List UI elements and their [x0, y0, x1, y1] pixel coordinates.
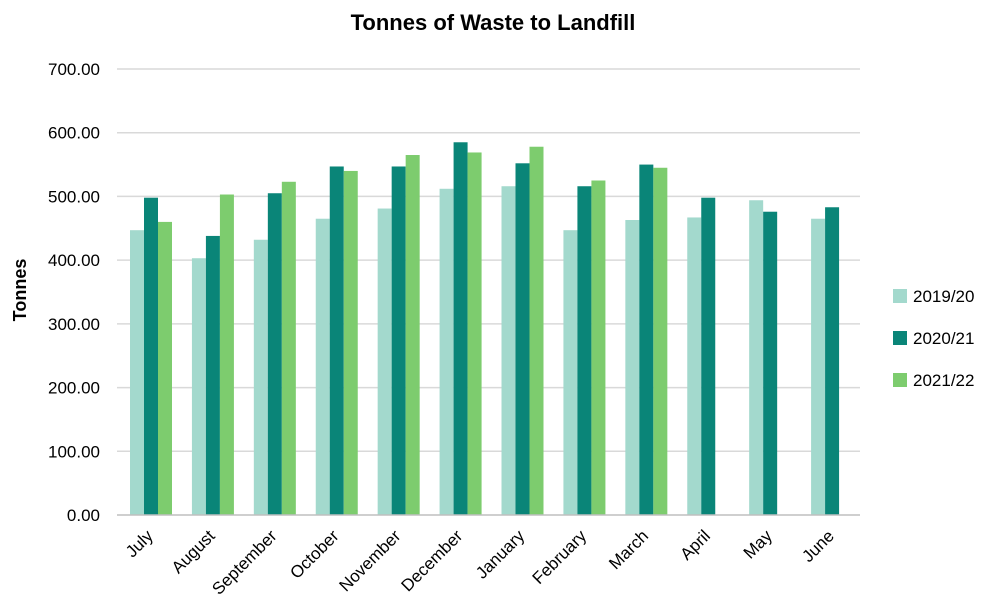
bar-2020-21-september	[267, 193, 282, 515]
bar-2020-21-february	[577, 186, 592, 515]
bar-2021-22-september	[281, 181, 296, 515]
x-tick-label: June	[798, 526, 838, 566]
bar-2021-22-july	[158, 221, 172, 515]
bar-2019-20-december	[439, 188, 454, 516]
bar-2019-20-february	[563, 230, 578, 515]
bar-2020-21-january	[515, 163, 530, 515]
bar-2019-20-july	[130, 230, 144, 515]
bar-2020-21-june	[825, 207, 840, 515]
legend-label: 2021/22	[913, 371, 974, 390]
bar-2021-22-march	[653, 167, 668, 515]
bar-2021-22-october	[343, 170, 358, 515]
y-tick-label: 600.00	[48, 124, 100, 143]
bar-2021-22-november	[405, 155, 420, 515]
bar-2019-20-april	[687, 217, 702, 515]
chart-title: Tonnes of Waste to Landfill	[351, 10, 636, 35]
x-tick-label: October	[286, 526, 342, 582]
bar-2019-20-october	[315, 218, 330, 515]
legend-label: 2019/20	[913, 287, 974, 306]
x-tick-label: July	[122, 526, 157, 561]
y-tick-label: 500.00	[48, 187, 100, 206]
bar-2020-21-august	[205, 235, 220, 515]
bar-2020-21-march	[639, 164, 654, 516]
y-axis-ticks: 0.00 100.00 200.00 300.00 400.00 500.00 600.00…	[48, 60, 100, 525]
x-tick-label: August	[168, 526, 219, 577]
bar-2019-20-march	[625, 220, 640, 515]
bar-2020-21-november	[391, 166, 406, 516]
bars	[130, 142, 840, 516]
legend-label: 2020/21	[913, 329, 974, 348]
legend-swatch	[893, 373, 907, 387]
legend-swatch	[893, 331, 907, 345]
x-tick-label: January	[472, 526, 529, 583]
bar-2021-22-february	[591, 180, 606, 515]
bar-2019-20-january	[501, 186, 516, 515]
bar-2019-20-may	[749, 200, 764, 515]
bar-2020-21-april	[701, 197, 716, 515]
legend-swatch	[893, 289, 907, 303]
x-tick-label: December	[397, 526, 466, 595]
bar-2020-21-july	[144, 197, 158, 515]
bar-2020-21-october	[329, 166, 344, 516]
y-tick-label: 400.00	[48, 251, 100, 270]
bar-2021-22-december	[467, 152, 482, 516]
y-tick-label: 300.00	[48, 315, 100, 334]
y-tick-label: 0.00	[67, 506, 100, 525]
bar-2021-22-january	[529, 146, 544, 515]
bar-2020-21-december	[453, 142, 468, 515]
y-tick-label: 700.00	[48, 60, 100, 79]
x-tick-label: March	[605, 526, 652, 573]
bar-2019-20-november	[377, 208, 392, 515]
x-tick-label: April	[677, 526, 714, 563]
y-tick-label: 200.00	[48, 379, 100, 398]
x-tick-label: November	[336, 526, 405, 595]
legend: 2019/20 2020/21 2021/22	[893, 287, 974, 390]
bar-2021-22-august	[219, 194, 234, 515]
x-tick-label: May	[740, 526, 776, 562]
gridlines	[117, 68, 860, 453]
y-axis-label: Tonnes	[10, 259, 30, 322]
x-tick-label: February	[529, 526, 591, 588]
bar-2019-20-august	[191, 258, 206, 515]
bar-2020-21-may	[763, 211, 778, 515]
y-tick-label: 100.00	[48, 442, 100, 461]
bar-2019-20-june	[811, 218, 826, 515]
bar-2019-20-september	[253, 239, 268, 516]
x-tick-label: September	[208, 526, 280, 598]
